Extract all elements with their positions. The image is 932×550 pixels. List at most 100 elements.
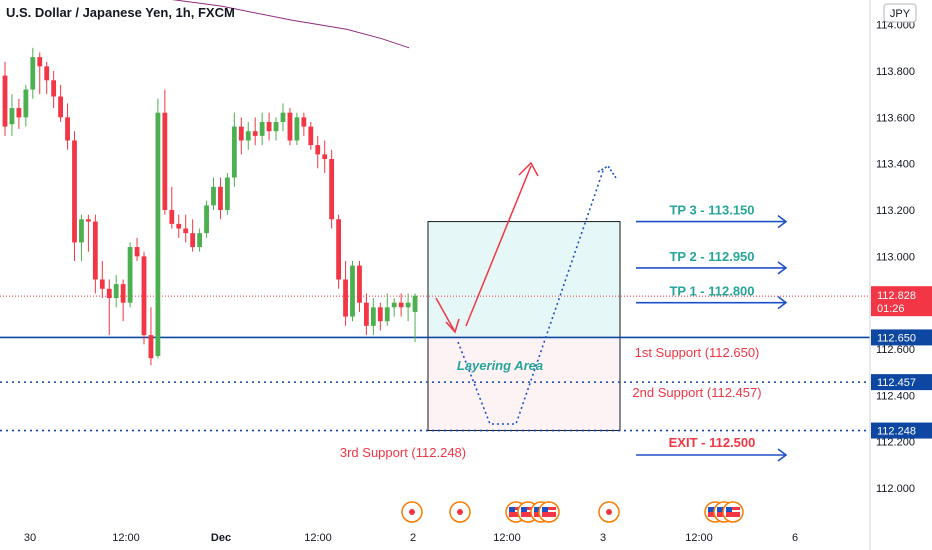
price-axis-bg	[871, 0, 932, 550]
candle[interactable]	[343, 260, 348, 326]
flag-canton	[521, 507, 527, 512]
x-tick-label: 2	[410, 532, 416, 544]
event-marker-icon[interactable]	[401, 501, 423, 523]
candle[interactable]	[273, 117, 279, 141]
chart-title: U.S. Dollar / Japanese Yen, 1h, FXCM	[6, 5, 235, 20]
candle[interactable]	[398, 293, 404, 317]
take-profit-label: TP 2 - 112.950	[669, 249, 754, 264]
take-profit-3[interactable]: TP 3 - 113.150	[636, 203, 788, 229]
candle[interactable]	[16, 98, 22, 129]
candle[interactable]	[72, 131, 77, 261]
currency-badge-box[interactable]	[883, 3, 917, 23]
candle[interactable]	[2, 61, 8, 136]
candle[interactable]	[65, 103, 70, 150]
candle[interactable]	[412, 293, 418, 343]
candle[interactable]	[127, 242, 133, 308]
candle[interactable]	[294, 112, 300, 146]
candle[interactable]	[79, 214, 84, 261]
candle[interactable]	[37, 52, 43, 95]
candle[interactable]	[141, 251, 147, 345]
x-tick-label: 12:00	[493, 532, 521, 544]
candle[interactable]	[370, 298, 376, 336]
candle[interactable]	[301, 112, 307, 136]
support-label-1: 1st Support (112.650)	[635, 345, 760, 360]
candle[interactable]	[86, 214, 91, 252]
candle[interactable]	[266, 112, 272, 141]
candle[interactable]	[155, 98, 161, 359]
candle[interactable]	[51, 71, 57, 109]
event-marker-icon[interactable]	[598, 501, 620, 523]
candle[interactable]	[30, 47, 36, 99]
candle-body	[308, 126, 314, 146]
bullish-arrowhead	[518, 161, 539, 177]
countdown-timer: 01:26	[877, 303, 905, 315]
candle[interactable]	[44, 61, 50, 95]
candle[interactable]	[280, 103, 286, 132]
candle[interactable]	[315, 135, 321, 169]
candle[interactable]	[183, 214, 189, 243]
candle[interactable]	[225, 172, 230, 215]
candle[interactable]	[218, 177, 223, 220]
candle[interactable]	[106, 279, 112, 336]
candle[interactable]	[329, 149, 335, 229]
candle[interactable]	[384, 293, 390, 326]
candle[interactable]	[322, 140, 328, 173]
candle[interactable]	[197, 228, 202, 252]
event-marker-icon[interactable]	[449, 501, 471, 523]
price-level-tag[interactable]: 112.650	[871, 329, 932, 346]
event-dot	[457, 509, 463, 515]
candle[interactable]	[92, 214, 98, 294]
candle[interactable]	[204, 200, 209, 238]
candle[interactable]	[162, 89, 168, 215]
candle[interactable]	[231, 112, 237, 187]
candle[interactable]	[377, 302, 383, 331]
candle[interactable]	[238, 117, 244, 155]
candle[interactable]	[176, 214, 182, 238]
candle[interactable]	[134, 237, 140, 261]
arrowhead-icon	[777, 296, 788, 310]
candle-body	[287, 112, 293, 141]
candle[interactable]	[350, 260, 355, 322]
candle[interactable]	[211, 177, 216, 210]
price-level-tag[interactable]: 112.457	[871, 374, 932, 391]
take-profit-2[interactable]: TP 2 - 112.950	[636, 249, 788, 275]
price-level-tag[interactable]: 112.248	[871, 422, 932, 439]
candle[interactable]	[287, 108, 293, 146]
candle-body	[370, 307, 376, 326]
price-tag-text: 112.650	[877, 332, 916, 344]
currency-badge[interactable]: JPY	[890, 8, 911, 20]
y-tick-label: 113.400	[876, 159, 915, 171]
candle[interactable]	[405, 293, 411, 322]
candle-body	[259, 121, 265, 136]
candle[interactable]	[99, 260, 105, 299]
candle[interactable]	[113, 274, 119, 308]
exit-target[interactable]: EXIT - 112.500	[636, 435, 788, 462]
candle[interactable]	[58, 84, 63, 122]
candle[interactable]	[120, 279, 126, 322]
candle[interactable]	[23, 84, 29, 127]
candle[interactable]	[169, 186, 175, 229]
candle[interactable]	[252, 117, 258, 146]
candle-body	[148, 335, 154, 359]
candle-body	[16, 108, 22, 118]
candle[interactable]	[9, 94, 15, 136]
candle[interactable]	[308, 121, 314, 150]
candle[interactable]	[357, 260, 362, 312]
candle[interactable]	[148, 307, 154, 366]
candle[interactable]	[336, 214, 341, 289]
candle-body	[384, 307, 390, 322]
candle[interactable]	[364, 293, 369, 336]
candle[interactable]	[190, 219, 196, 252]
candle-body	[141, 256, 147, 336]
us-flag-icon[interactable]	[722, 501, 744, 523]
candle-body	[280, 112, 286, 122]
take-profit-1[interactable]: TP 1 - 112.800	[636, 284, 788, 310]
flag-canton	[717, 507, 723, 512]
flag-canton	[542, 507, 548, 512]
us-flag-icon[interactable]	[538, 501, 560, 523]
candle[interactable]	[259, 112, 265, 146]
candle[interactable]	[245, 121, 251, 150]
candle[interactable]	[391, 298, 397, 317]
